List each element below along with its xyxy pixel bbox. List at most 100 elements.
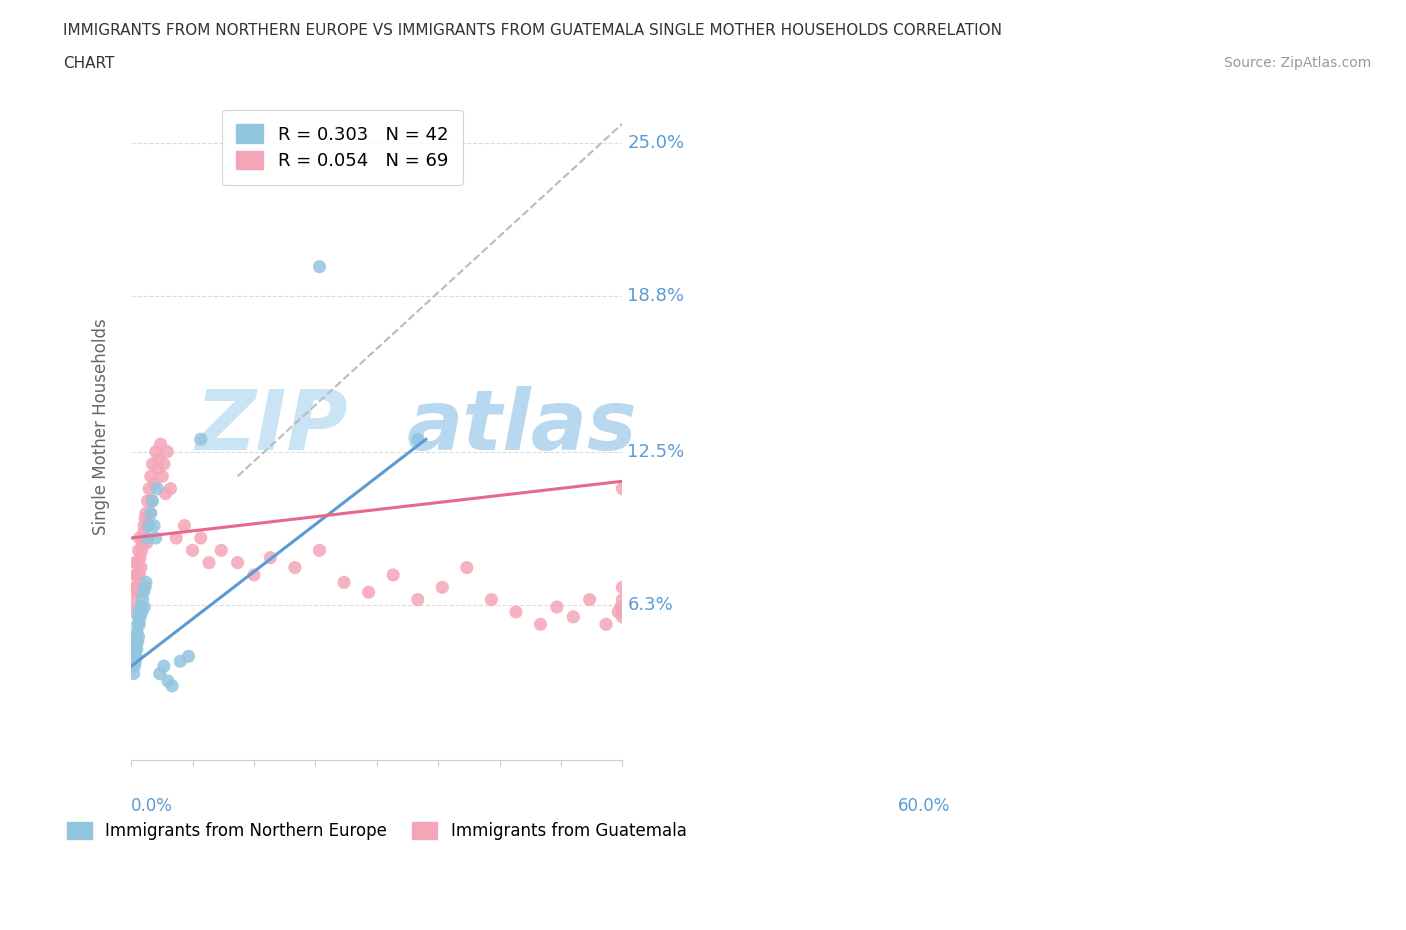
Point (141, 494, 163, 509)
Point (145, 445, 167, 459)
Point (284, 560, 307, 575)
Point (155, 486, 177, 501)
Point (153, 658, 176, 673)
Point (129, 609, 152, 624)
Point (546, 600, 568, 615)
Point (128, 567, 150, 582)
Point (138, 518, 160, 533)
Point (406, 432, 429, 446)
Point (479, 592, 502, 607)
Point (128, 630, 150, 644)
Point (148, 452, 170, 467)
Text: 18.8%: 18.8% (627, 287, 685, 305)
Point (141, 457, 163, 472)
Point (122, 666, 145, 681)
Point (612, 604, 634, 619)
Point (150, 469, 173, 484)
Point (177, 649, 200, 664)
Point (136, 494, 159, 509)
Point (209, 543, 232, 558)
Point (127, 585, 149, 600)
Point (125, 649, 148, 664)
Point (308, 543, 330, 558)
Text: IMMIGRANTS FROM NORTHERN EUROPE VS IMMIGRANTS FROM GUATEMALA SINGLE MOTHER HOUSE: IMMIGRANTS FROM NORTHERN EUROPE VS IMMIG… (63, 23, 1002, 38)
Point (124, 654, 146, 669)
Point (505, 604, 527, 619)
Point (149, 437, 172, 452)
Point (121, 592, 143, 607)
Point (131, 543, 153, 558)
Legend: Immigrants from Northern Europe, Immigrants from Guatemala: Immigrants from Northern Europe, Immigra… (60, 815, 693, 846)
Point (578, 592, 600, 607)
Point (139, 469, 162, 484)
Point (124, 567, 146, 582)
Point (595, 617, 617, 631)
Y-axis label: Single Mother Households: Single Mother Households (93, 319, 110, 536)
Point (127, 555, 149, 570)
Point (138, 518, 160, 533)
Point (169, 654, 191, 669)
Point (226, 555, 249, 570)
Point (529, 617, 551, 631)
Point (135, 506, 157, 521)
Point (165, 530, 187, 545)
Point (124, 642, 146, 657)
Point (129, 600, 152, 615)
Text: 0.0%: 0.0% (131, 797, 173, 815)
Point (432, 580, 454, 595)
Point (607, 604, 630, 619)
Point (146, 481, 169, 496)
Point (127, 634, 149, 649)
Point (145, 530, 167, 545)
Point (146, 461, 169, 476)
Text: 25.0%: 25.0% (627, 134, 685, 153)
Point (159, 481, 181, 496)
Text: atlas: atlas (406, 387, 637, 468)
Point (156, 445, 179, 459)
Point (382, 567, 405, 582)
Point (198, 555, 221, 570)
Point (131, 536, 153, 551)
Point (190, 432, 212, 446)
Point (181, 543, 204, 558)
Point (612, 481, 634, 496)
Point (143, 518, 166, 533)
Point (128, 604, 150, 619)
Point (173, 518, 195, 533)
Point (134, 511, 156, 525)
Point (129, 560, 152, 575)
Text: CHART: CHART (63, 56, 115, 71)
Point (134, 518, 156, 533)
Point (612, 592, 634, 607)
Text: 60.0%: 60.0% (897, 797, 950, 815)
Point (135, 575, 157, 590)
Point (610, 600, 633, 615)
Point (128, 609, 150, 624)
Point (143, 476, 166, 491)
Text: 12.5%: 12.5% (627, 443, 685, 460)
Point (128, 543, 150, 558)
Point (125, 630, 148, 644)
Point (612, 580, 634, 595)
Point (125, 624, 148, 639)
Point (134, 600, 156, 615)
Point (124, 634, 146, 649)
Point (149, 666, 172, 681)
Point (259, 551, 281, 565)
Point (124, 555, 146, 570)
Point (127, 617, 149, 631)
Point (122, 604, 145, 619)
Point (132, 525, 155, 540)
Text: ZIP: ZIP (194, 387, 347, 468)
Point (124, 580, 146, 595)
Point (333, 575, 356, 590)
Point (122, 649, 145, 664)
Point (139, 506, 162, 521)
Point (160, 679, 183, 694)
Text: Source: ZipAtlas.com: Source: ZipAtlas.com (1223, 56, 1371, 70)
Point (308, 259, 330, 274)
Point (134, 580, 156, 595)
Text: 6.3%: 6.3% (627, 595, 673, 614)
Point (243, 567, 266, 582)
Point (124, 658, 146, 673)
